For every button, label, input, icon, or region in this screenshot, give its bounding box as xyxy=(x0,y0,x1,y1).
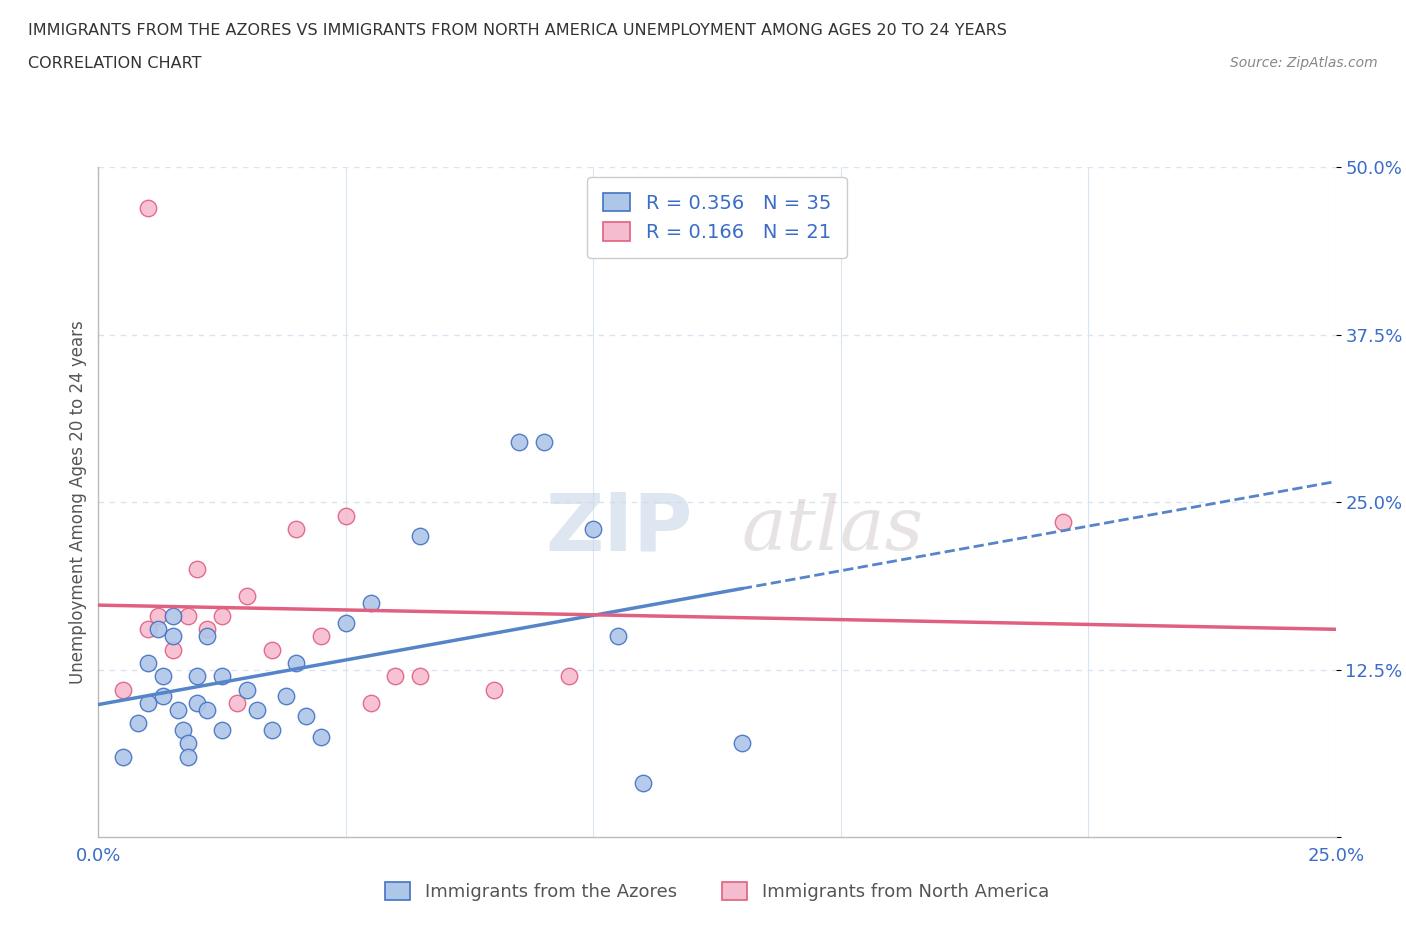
Point xyxy=(236,683,259,698)
Point xyxy=(557,669,579,684)
Point xyxy=(146,622,169,637)
Point xyxy=(260,723,283,737)
Point xyxy=(295,709,318,724)
Point xyxy=(484,683,506,698)
Point xyxy=(152,689,174,704)
Text: CORRELATION CHART: CORRELATION CHART xyxy=(28,56,201,71)
Point xyxy=(582,522,605,537)
Point xyxy=(211,669,233,684)
Point xyxy=(162,608,184,623)
Text: ZIP: ZIP xyxy=(546,490,692,568)
Point xyxy=(211,608,233,623)
Point xyxy=(335,616,357,631)
Point xyxy=(360,595,382,610)
Point xyxy=(731,736,754,751)
Point xyxy=(172,723,194,737)
Point xyxy=(384,669,406,684)
Point xyxy=(631,776,654,790)
Point xyxy=(195,629,218,644)
Point xyxy=(285,656,308,671)
Point xyxy=(246,702,269,717)
Point xyxy=(260,642,283,657)
Point xyxy=(152,669,174,684)
Text: Source: ZipAtlas.com: Source: ZipAtlas.com xyxy=(1230,56,1378,70)
Point xyxy=(176,608,198,623)
Text: IMMIGRANTS FROM THE AZORES VS IMMIGRANTS FROM NORTH AMERICA UNEMPLOYMENT AMONG A: IMMIGRANTS FROM THE AZORES VS IMMIGRANTS… xyxy=(28,23,1007,38)
Point xyxy=(195,702,218,717)
Point xyxy=(226,696,249,711)
Point xyxy=(176,736,198,751)
Point xyxy=(335,508,357,523)
Point xyxy=(186,696,208,711)
Point xyxy=(409,528,432,543)
Point xyxy=(146,608,169,623)
Point xyxy=(309,729,332,744)
Point xyxy=(360,696,382,711)
Point xyxy=(186,562,208,577)
Point xyxy=(136,200,159,215)
Point xyxy=(136,696,159,711)
Y-axis label: Unemployment Among Ages 20 to 24 years: Unemployment Among Ages 20 to 24 years xyxy=(69,320,87,684)
Point xyxy=(276,689,298,704)
Point xyxy=(166,702,188,717)
Point xyxy=(508,434,530,449)
Point xyxy=(309,629,332,644)
Point xyxy=(162,642,184,657)
Point xyxy=(211,723,233,737)
Text: atlas: atlas xyxy=(742,493,924,565)
Point xyxy=(112,683,135,698)
Point xyxy=(136,622,159,637)
Point xyxy=(176,750,198,764)
Point xyxy=(195,622,218,637)
Point xyxy=(607,629,630,644)
Point xyxy=(162,629,184,644)
Point xyxy=(1052,515,1074,530)
Point xyxy=(285,522,308,537)
Point xyxy=(136,656,159,671)
Point xyxy=(533,434,555,449)
Point xyxy=(236,589,259,604)
Point xyxy=(409,669,432,684)
Point xyxy=(127,716,149,731)
Legend: Immigrants from the Azores, Immigrants from North America: Immigrants from the Azores, Immigrants f… xyxy=(378,875,1056,909)
Point xyxy=(112,750,135,764)
Point xyxy=(186,669,208,684)
